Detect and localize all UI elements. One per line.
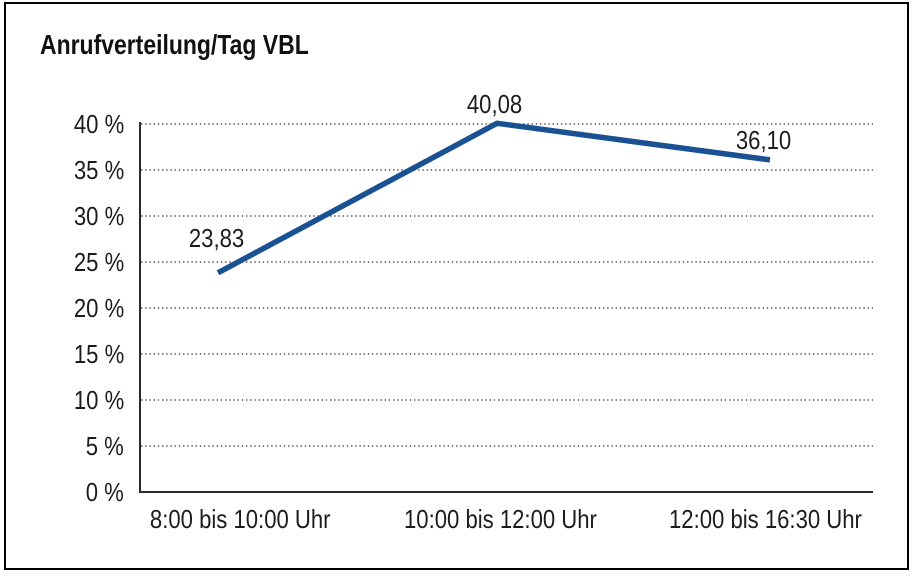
y-tick-label-10: 10 % [0, 387, 124, 413]
data-label-text: 36,10 [736, 124, 792, 155]
data-line [216, 120, 771, 276]
chart-title: Anrufverteilung/Tag VBL [40, 29, 368, 61]
y-tick-text: 20 % [73, 293, 124, 323]
y-tick-label-15: 15 % [0, 341, 124, 367]
y-tick-text: 0 % [85, 477, 124, 507]
y-tick-label-0: 0 % [0, 479, 124, 505]
data-label-text: 23,83 [189, 222, 245, 253]
chart-title-text: Anrufverteilung/Tag VBL [40, 29, 309, 60]
x-category-text: 10:00 bis 12:00 Uhr [403, 504, 597, 534]
y-tick-text: 10 % [73, 385, 124, 415]
y-tick-label-20: 20 % [0, 295, 124, 321]
y-tick-label-5: 5 % [0, 433, 124, 459]
y-tick-label-25: 25 % [0, 249, 124, 275]
x-category-text: 8:00 bis 10:00 Uhr [149, 504, 331, 534]
data-label-0: 23,83 [137, 222, 297, 253]
y-tick-text: 40 % [73, 109, 124, 139]
y-tick-text: 5 % [85, 431, 124, 461]
y-tick-label-40: 40 % [0, 111, 124, 137]
x-category-label-1: 10:00 bis 12:00 Uhr [340, 505, 660, 533]
data-label-text: 40,08 [467, 89, 523, 120]
y-tick-label-35: 35 % [0, 157, 124, 183]
y-tick-text: 25 % [73, 247, 124, 277]
data-label-2: 36,10 [684, 124, 844, 155]
data-label-1: 40,08 [415, 91, 575, 118]
y-tick-text: 35 % [73, 155, 124, 185]
y-tick-text: 15 % [73, 339, 124, 369]
y-tick-label-30: 30 % [0, 203, 124, 229]
x-category-label-2: 12:00 bis 16:30 Uhr [605, 505, 915, 533]
y-tick-text: 30 % [73, 201, 124, 231]
x-category-text: 12:00 bis 16:30 Uhr [668, 504, 862, 534]
x-category-label-0: 8:00 bis 10:00 Uhr [80, 505, 400, 533]
